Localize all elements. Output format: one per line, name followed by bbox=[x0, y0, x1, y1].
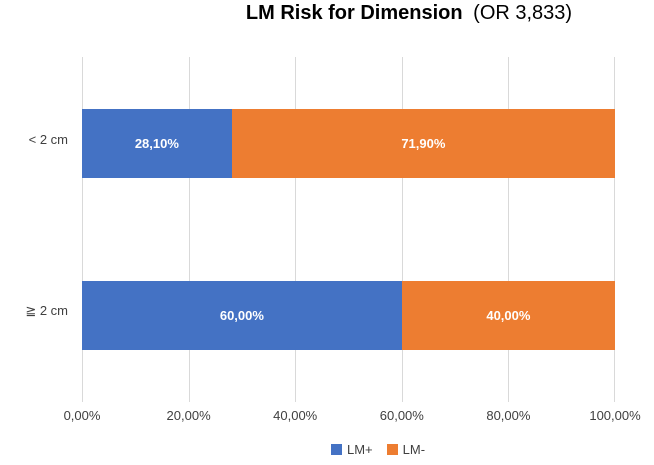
bar-row: 28,10% 71,90% bbox=[82, 57, 615, 230]
stacked-bar: 28,10% 71,90% bbox=[82, 108, 615, 178]
plot-area: 28,10% 71,90% 60,00% 40,00% bbox=[82, 57, 615, 402]
category-label: ≧ 2 cm bbox=[25, 303, 68, 318]
chart-title-suffix: (OR 3,833) bbox=[473, 2, 573, 24]
gridline bbox=[614, 57, 615, 402]
data-label: 28,10% bbox=[134, 135, 179, 151]
legend-item-lm-minus: LM- bbox=[386, 442, 426, 457]
data-label: 71,90% bbox=[401, 135, 446, 151]
legend-label: LM- bbox=[402, 442, 426, 457]
segment-lm-plus: 28,10% bbox=[82, 108, 232, 178]
x-axis: 0,00% 20,00% 40,00% 60,00% 80,00% 100,00… bbox=[64, 408, 641, 424]
legend: LM+ LM- bbox=[331, 442, 425, 457]
gridline bbox=[82, 57, 83, 402]
category-label: < 2 cm bbox=[28, 132, 68, 147]
data-label: 40,00% bbox=[486, 308, 531, 324]
x-axis-tick-label: 0,00% bbox=[63, 408, 101, 423]
x-axis-tick-label: 80,00% bbox=[486, 408, 531, 423]
segment-lm-minus: 71,90% bbox=[231, 108, 615, 178]
segment-lm-minus: 40,00% bbox=[401, 281, 615, 351]
data-label: 60,00% bbox=[219, 308, 264, 324]
x-axis-tick-label: 100,00% bbox=[589, 408, 641, 423]
gridline bbox=[188, 57, 190, 402]
chart-title-main: LM Risk for Dimension bbox=[245, 2, 463, 24]
legend-label: LM+ bbox=[347, 442, 373, 457]
x-axis-tick-label: 40,00% bbox=[273, 408, 318, 423]
segment-lm-plus: 60,00% bbox=[82, 281, 402, 351]
bar-row: 60,00% 40,00% bbox=[82, 230, 615, 403]
legend-swatch-lm-plus-icon bbox=[331, 444, 342, 455]
legend-item-lm-plus: LM+ bbox=[331, 442, 373, 457]
stacked-bar: 60,00% 40,00% bbox=[82, 281, 615, 351]
gridline bbox=[295, 57, 297, 402]
gridline bbox=[508, 57, 510, 402]
legend-swatch-lm-minus-icon bbox=[386, 444, 398, 455]
chart-title: LM Risk for Dimension (OR 3,833) bbox=[246, 2, 572, 25]
x-axis-tick-label: 20,00% bbox=[166, 408, 211, 423]
gridline bbox=[401, 57, 403, 402]
x-axis-tick-label: 60,00% bbox=[379, 408, 424, 423]
